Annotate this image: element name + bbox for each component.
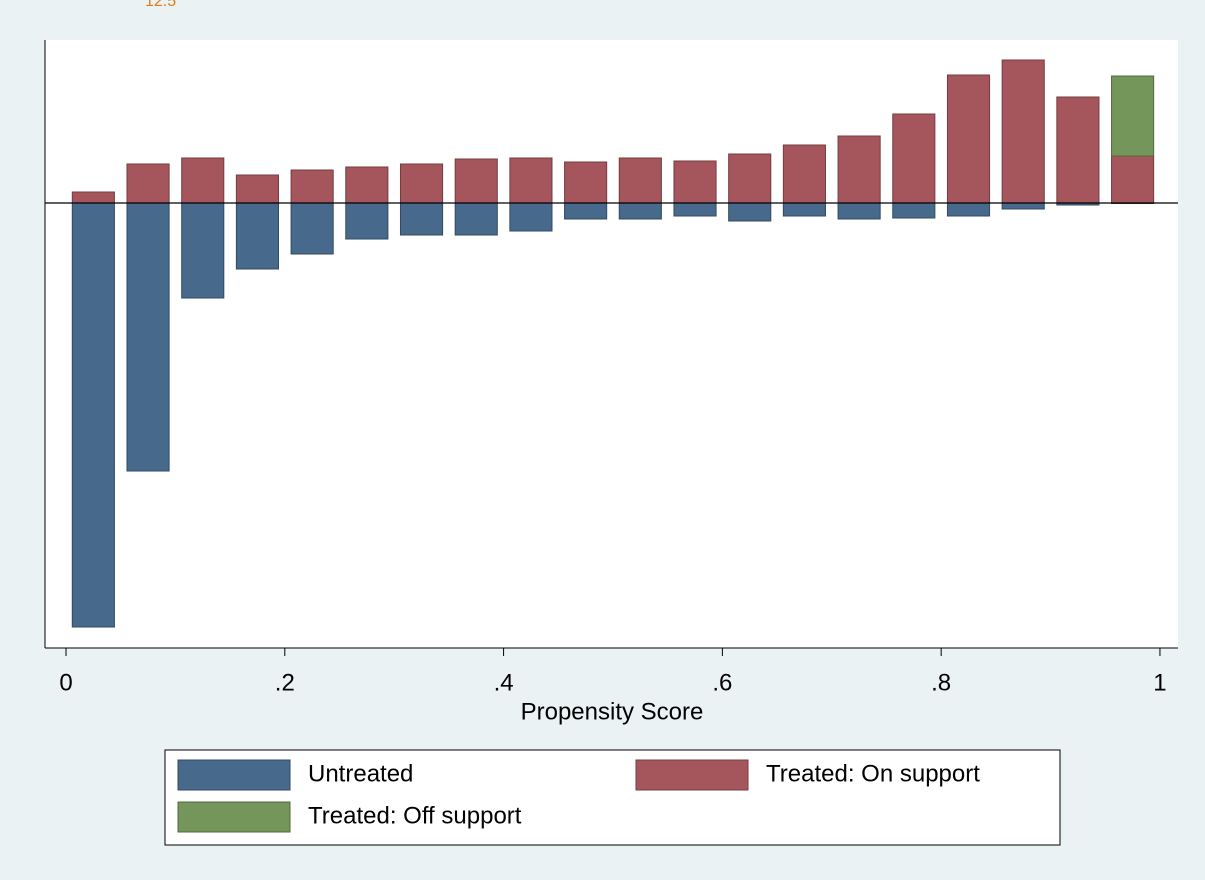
bar — [946, 74, 991, 204]
legend-swatch — [635, 759, 749, 791]
bar — [1111, 155, 1155, 204]
x-tick-label: .2 — [275, 669, 295, 696]
bar — [564, 161, 608, 204]
bar — [1111, 75, 1155, 157]
legend-swatch — [177, 759, 291, 791]
x-tick-label: .4 — [494, 669, 514, 696]
legend-label: Untreated — [308, 760, 413, 787]
bar — [782, 202, 826, 217]
bar — [181, 157, 225, 204]
bar — [454, 158, 498, 204]
bar — [126, 202, 170, 472]
bar — [837, 135, 881, 204]
bar — [71, 191, 115, 204]
x-tick-label: 0 — [59, 669, 72, 696]
bar — [71, 202, 115, 628]
bar — [509, 202, 553, 232]
bar — [454, 202, 498, 236]
bar — [946, 202, 991, 217]
bar — [1001, 59, 1045, 204]
bar — [399, 202, 444, 236]
bar — [618, 202, 662, 220]
legend — [164, 749, 1061, 846]
bar — [126, 163, 170, 204]
annotation: 12.5 — [145, 0, 176, 10]
bar — [290, 202, 334, 255]
x-tick-label: 1 — [1153, 669, 1166, 696]
bar — [892, 202, 936, 219]
x-tick-label: .6 — [712, 669, 732, 696]
bar — [235, 174, 280, 204]
bar — [345, 202, 389, 240]
x-axis-title: Propensity Score — [521, 698, 704, 725]
bar — [345, 166, 389, 204]
legend-swatch — [177, 801, 291, 833]
bar — [618, 157, 662, 204]
bar — [728, 202, 772, 222]
bar — [564, 202, 608, 220]
x-tick-label: .8 — [931, 669, 951, 696]
bar — [181, 202, 225, 299]
bar — [892, 113, 936, 204]
legend-label: Treated: On support — [766, 760, 980, 787]
bar — [399, 163, 444, 204]
bar — [1001, 202, 1045, 210]
bar — [782, 144, 826, 204]
bar — [235, 202, 280, 270]
legend-label: Treated: Off support — [308, 802, 522, 829]
bar — [290, 169, 334, 204]
bar — [728, 153, 772, 204]
bar — [673, 160, 717, 204]
bar — [1056, 96, 1100, 204]
bar — [673, 202, 717, 217]
bar — [509, 157, 553, 204]
bar — [837, 202, 881, 220]
